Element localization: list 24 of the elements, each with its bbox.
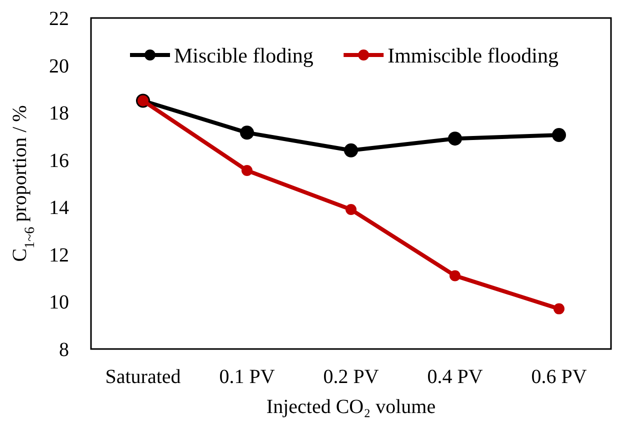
legend-label: Immiscible flooding [388, 43, 559, 68]
point [552, 128, 566, 142]
x-tick-label: Saturated [105, 366, 181, 388]
y-tick-label: 18 [49, 102, 69, 125]
y-tick-label: 22 [49, 8, 69, 30]
point [346, 204, 356, 216]
point [448, 132, 462, 146]
x-axis-title: Injected CO₂ volume [266, 396, 436, 418]
x-tick-label: 0.2 PV [323, 366, 380, 388]
x-tick-label: 0.4 PV [427, 366, 484, 388]
y-tick-label: 14 [49, 197, 69, 220]
point [554, 303, 564, 314]
point [450, 270, 460, 282]
legend-label: Miscible floding [174, 43, 314, 68]
x-tick-label: 0.1 PV [219, 366, 276, 388]
point [344, 143, 358, 158]
y-tick-label: 10 [49, 292, 69, 314]
x-tick-label: 0.6 PV [531, 366, 588, 388]
y-tick-label: 16 [49, 150, 69, 172]
point [242, 164, 252, 176]
y-tick-label: 20 [49, 55, 69, 78]
point [240, 126, 254, 140]
y-tick-label: 12 [49, 244, 69, 266]
y-tick-label: 8 [59, 339, 69, 361]
